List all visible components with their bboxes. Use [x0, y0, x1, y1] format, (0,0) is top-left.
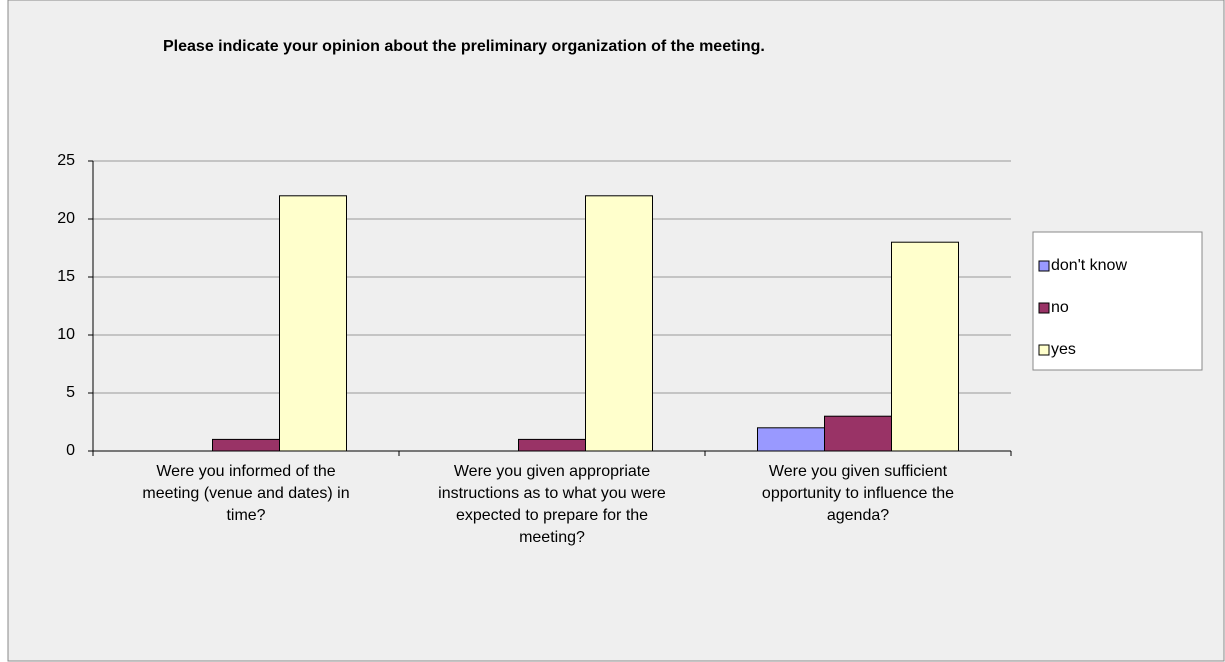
- y-tick-label: 5: [66, 384, 75, 401]
- bar: [212, 438, 280, 452]
- legend-swatch: [1038, 344, 1050, 356]
- y-tick-label: 20: [57, 210, 75, 227]
- y-tick-label: 15: [57, 268, 75, 285]
- bar: [279, 195, 347, 452]
- y-tick-label: 10: [57, 326, 75, 343]
- legend-swatch: [1038, 260, 1050, 272]
- x-tick-label: Were you given sufficient opportunity to…: [761, 463, 955, 524]
- bar: [518, 438, 586, 452]
- chart-title: Please indicate your opinion about the p…: [163, 38, 765, 55]
- legend-box: [1032, 231, 1203, 371]
- legend-label: don't know: [1051, 257, 1127, 274]
- legend-swatch: [1038, 302, 1050, 314]
- x-tick-label: Were you given appropriate instructions …: [438, 463, 666, 546]
- x-tick-label: Were you informed of the meeting (venue …: [142, 463, 350, 524]
- bar: [757, 427, 825, 452]
- y-tick-label: 25: [57, 152, 75, 169]
- bar: [824, 415, 892, 452]
- legend-label: yes: [1051, 341, 1076, 358]
- legend-label: no: [1051, 299, 1069, 316]
- bar: [585, 195, 653, 452]
- bar: [891, 241, 959, 452]
- y-tick-label: 0: [66, 442, 75, 459]
